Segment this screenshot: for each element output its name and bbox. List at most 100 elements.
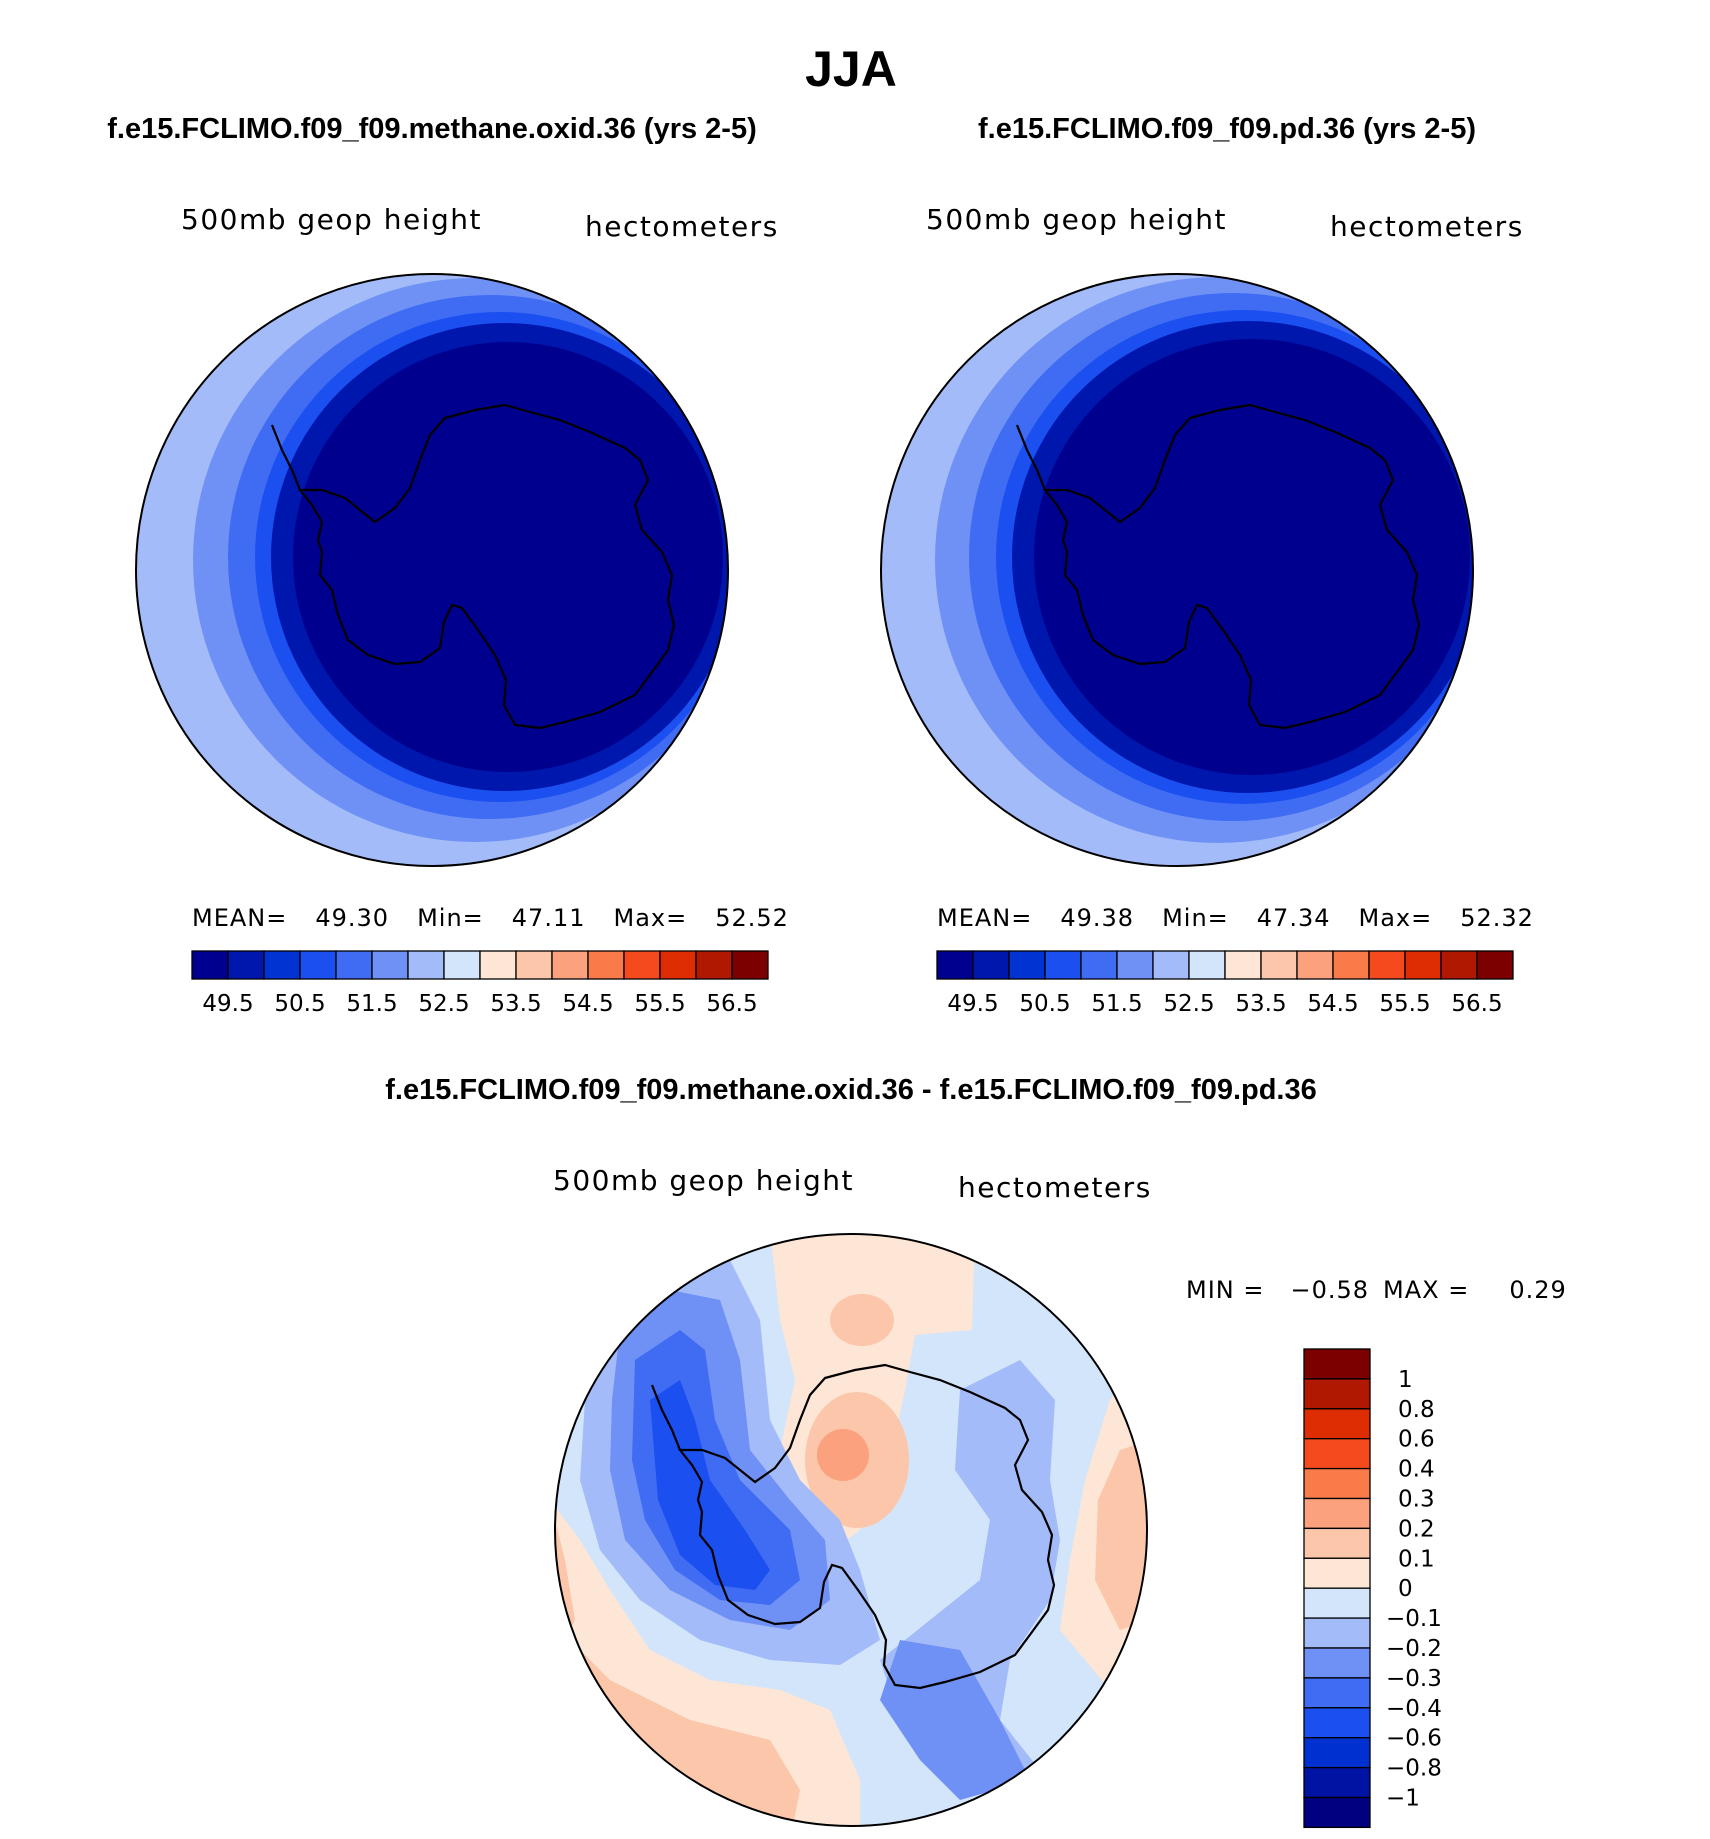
- colorbar-cell-5: [371, 950, 409, 980]
- panel-a-map: [136, 274, 728, 866]
- colorbar-cell-10: [1296, 950, 1334, 980]
- colorbar-cell-8: [479, 950, 517, 980]
- panel-b-map: [881, 274, 1473, 866]
- colorbar-cell-0: [1303, 1348, 1371, 1380]
- colorbar-cell-9: [515, 950, 553, 980]
- panel-b-peninsula: [1015, 424, 1047, 491]
- panel-b-fill-level-49: [1034, 339, 1470, 775]
- colorbar-cell-3: [1303, 1438, 1371, 1470]
- colorbar-tick-label: 50.5: [274, 991, 325, 1017]
- colorbar-cell-9: [1303, 1617, 1371, 1649]
- panel-b-variable-label: 500mb geop height: [926, 203, 1227, 236]
- panel-methane-oxid: f.e15.FCLIMO.f09_f09.methane.oxid.36 (yr…: [107, 113, 789, 1017]
- colorbar-cell-7: [1188, 950, 1226, 980]
- colorbar-cell-12: [623, 950, 661, 980]
- colorbar-tick-label: 53.5: [490, 991, 541, 1017]
- colorbar-cell-1: [227, 950, 265, 980]
- colorbar-tick-label: 56.5: [706, 991, 757, 1017]
- panel-b-map-border: [880, 273, 1474, 867]
- colorbar-cell-5: [1116, 950, 1154, 980]
- panel-c-units-label: hectometers: [958, 1171, 1152, 1204]
- colorbar-cell-13: [1303, 1737, 1371, 1769]
- panel-b-antarctica-coastline: [1042, 403, 1421, 730]
- colorbar-tick-label: 51.5: [346, 991, 397, 1017]
- panel-c-antarctica-coastline: [677, 1363, 1056, 1690]
- colorbar-tick-label: 1: [1398, 1367, 1413, 1393]
- colorbar-cell-9: [1260, 950, 1298, 980]
- panel-b-colorbar: 49.5 50.5 51.5 52.5 53.5 54.5 55.5 56.5: [936, 950, 1514, 1017]
- panel-c-case-title: f.e15.FCLIMO.f09_f09.methane.oxid.36 - f…: [385, 1074, 1317, 1106]
- colorbar-cell-6: [407, 950, 445, 980]
- panel-a-case-title: f.e15.FCLIMO.f09_f09.methane.oxid.36 (yr…: [107, 113, 757, 145]
- colorbar-tick-label: −0.3: [1386, 1666, 1442, 1692]
- colorbar-cell-3: [1044, 950, 1082, 980]
- panel-b-units-label: hectometers: [1330, 210, 1524, 243]
- colorbar-cell-12: [1368, 950, 1406, 980]
- colorbar-cell-6: [1152, 950, 1190, 980]
- colorbar-cell-2: [1303, 1408, 1371, 1440]
- colorbar-cell-5: [1303, 1497, 1371, 1530]
- colorbar-tick-label: 0.4: [1398, 1457, 1435, 1483]
- panel-c-peninsula: [650, 1384, 682, 1451]
- colorbar-cell-14: [695, 950, 733, 980]
- colorbar-cell-14: [1440, 950, 1478, 980]
- colorbar-tick-label: 0.3: [1398, 1487, 1435, 1513]
- colorbar-tick-label: 54.5: [1307, 991, 1358, 1017]
- colorbar-cell-15: [1476, 950, 1514, 980]
- panel-a-map-border: [135, 273, 729, 867]
- panel-c-positive-north-core: [830, 1294, 894, 1346]
- panel-a-variable-label: 500mb geop height: [181, 203, 482, 236]
- colorbar-cell-11: [587, 950, 625, 980]
- colorbar-tick-label: 55.5: [634, 991, 685, 1017]
- figure-title: JJA: [805, 41, 897, 97]
- colorbar-cell-2: [263, 950, 301, 980]
- panel-a-peninsula: [270, 424, 302, 491]
- colorbar-cell-8: [1224, 950, 1262, 980]
- colorbar-cell-11: [1303, 1677, 1371, 1709]
- colorbar-cell-0: [936, 950, 974, 980]
- colorbar-tick-label: 55.5: [1379, 991, 1430, 1017]
- colorbar-tick-label: −0.8: [1386, 1756, 1442, 1782]
- colorbar-tick-label: 52.5: [1163, 991, 1214, 1017]
- colorbar-cell-8: [1303, 1587, 1371, 1619]
- colorbar-tick-label: 49.5: [947, 991, 998, 1017]
- colorbar-tick-label: 50.5: [1019, 991, 1070, 1017]
- panel-b-case-title: f.e15.FCLIMO.f09_f09.pd.36 (yrs 2-5): [978, 113, 1476, 145]
- panel-c-stats: MIN = −0.58 MAX = 0.29: [1186, 1276, 1567, 1304]
- colorbar-tick-label: 49.5: [202, 991, 253, 1017]
- colorbar-tick-label: 54.5: [562, 991, 613, 1017]
- colorbar-cell-7: [1303, 1557, 1371, 1589]
- colorbar-tick-label: −0.4: [1386, 1696, 1442, 1722]
- panel-a-colorbar: 49.5 50.5 51.5 52.5 53.5 54.5 55.5 56.5: [191, 950, 769, 1017]
- panel-a-units-label: hectometers: [585, 210, 779, 243]
- colorbar-tick-label: 0.8: [1398, 1397, 1435, 1423]
- colorbar-tick-label: 0: [1398, 1576, 1413, 1602]
- colorbar-cell-11: [1332, 950, 1370, 980]
- colorbar-cell-4: [1303, 1467, 1371, 1500]
- panel-c-map: [555, 1234, 1147, 1826]
- colorbar-tick-label: 0.1: [1398, 1546, 1435, 1572]
- colorbar-cell-13: [1404, 950, 1442, 980]
- colorbar-cell-15: [1303, 1796, 1371, 1829]
- colorbar-cell-4: [335, 950, 373, 980]
- panel-pd: f.e15.FCLIMO.f09_f09.pd.36 (yrs 2-5) 500…: [880, 113, 1533, 1017]
- panel-c-colorbar: 1 0.8 0.6 0.4 0.3 0.2 0.1 0 −0.1 −0.2 −0.3 −0.4 −0.6…: [1303, 1348, 1442, 1829]
- colorbar-cell-1: [1303, 1378, 1371, 1410]
- colorbar-cell-1: [972, 950, 1010, 980]
- colorbar-cell-14: [1303, 1766, 1371, 1799]
- colorbar-cell-10: [1303, 1647, 1371, 1679]
- panel-c-negative-southeast: [880, 1640, 1030, 1800]
- colorbar-cell-10: [551, 950, 589, 980]
- colorbar-cell-6: [1303, 1527, 1371, 1559]
- panel-c-map-border: [554, 1233, 1148, 1827]
- colorbar-tick-label: −1: [1386, 1786, 1420, 1812]
- colorbar-cell-12: [1303, 1707, 1371, 1739]
- colorbar-tick-label: 52.5: [418, 991, 469, 1017]
- colorbar-cell-2: [1008, 950, 1046, 980]
- colorbar-cell-13: [659, 950, 697, 980]
- panel-a-stats-mean: MEAN= 49.30 Min= 47.11 Max= 52.52: [192, 904, 789, 932]
- colorbar-tick-label: −0.2: [1386, 1636, 1442, 1662]
- colorbar-tick-label: −0.6: [1386, 1726, 1442, 1752]
- colorbar-cell-0: [191, 950, 229, 980]
